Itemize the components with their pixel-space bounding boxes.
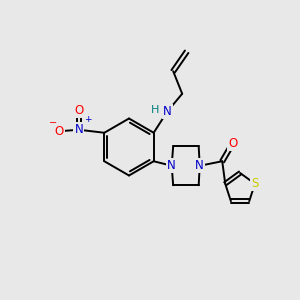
Text: N: N — [167, 159, 176, 172]
Text: −: − — [49, 118, 57, 128]
Text: O: O — [74, 104, 83, 117]
Text: N: N — [74, 123, 83, 136]
Text: N: N — [163, 105, 172, 118]
Text: N: N — [195, 159, 204, 172]
Text: +: + — [84, 116, 92, 124]
Text: O: O — [55, 125, 64, 138]
Text: S: S — [251, 177, 259, 190]
Text: H: H — [150, 105, 159, 115]
Text: O: O — [228, 137, 237, 150]
